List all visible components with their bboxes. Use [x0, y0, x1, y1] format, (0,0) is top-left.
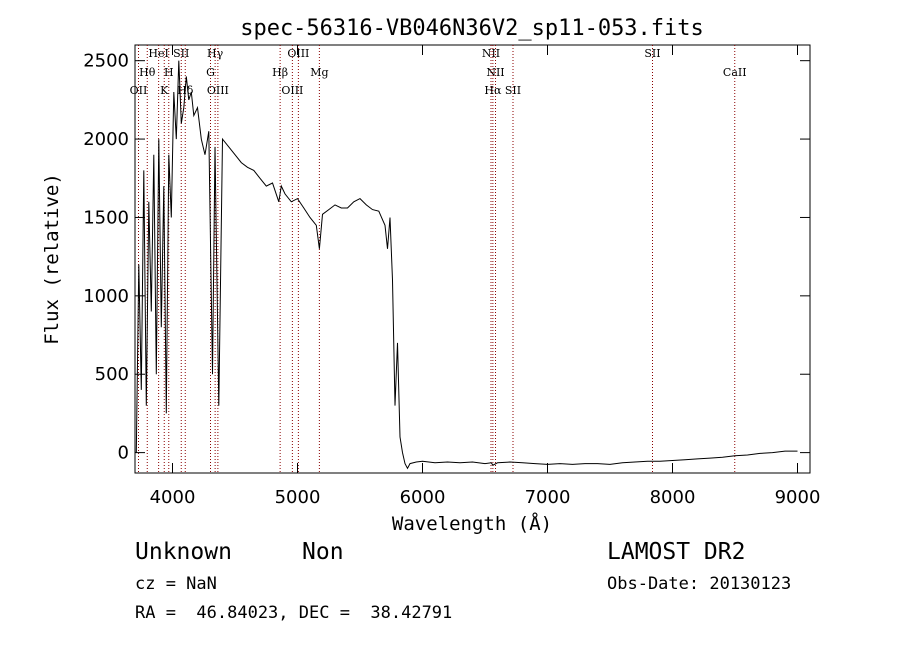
- y-tick-label: 2000: [83, 129, 129, 150]
- y-axis-label: Flux (relative): [41, 173, 63, 345]
- y-tick-label: 0: [118, 443, 129, 464]
- coordinates: RA = 46.84023, DEC = 38.42791: [135, 603, 453, 623]
- y-tick-label: 1000: [83, 286, 129, 307]
- plot-frame: [134, 44, 811, 474]
- y-tick-label: 1500: [83, 207, 129, 228]
- line-marker-label: OII: [130, 84, 148, 97]
- line-marker-label: CaII: [723, 66, 747, 79]
- x-tick-label: 4000: [150, 487, 196, 508]
- line-marker-label: Hα: [484, 84, 502, 97]
- x-axis-label: Wavelength (Å): [392, 512, 552, 535]
- x-tick-label: 9000: [775, 487, 821, 508]
- line-marker-label: NII: [486, 66, 504, 79]
- line-marker-label: Hγ: [207, 47, 224, 60]
- line-marker-label: Hβ: [272, 66, 288, 79]
- spectrum-line: [135, 60, 798, 470]
- line-marker-label: Hθ: [139, 66, 156, 79]
- x-tick-label: 8000: [650, 487, 696, 508]
- line-marker-label: H: [164, 66, 174, 79]
- axis-ticks: 4000 5000 6000 7000 8000 9000 0 500 1000 1500 2000…: [83, 45, 820, 508]
- y-tick-label: 2500: [83, 51, 129, 72]
- line-marker-label: SII: [173, 47, 189, 60]
- x-tick-label: 7000: [525, 487, 571, 508]
- line-marker-label: OIII: [207, 84, 229, 97]
- chart-title: spec-56316-VB046N36V2_sp11-053.fits: [240, 16, 704, 41]
- y-tick-label: 500: [95, 364, 129, 385]
- line-marker-label: SII: [644, 47, 660, 60]
- x-tick-label: 5000: [275, 487, 321, 508]
- object-class: Unknown: [135, 539, 232, 565]
- spectrum-series: [135, 60, 798, 470]
- survey-name: LAMOST DR2: [607, 539, 746, 565]
- redshift-value: cz = NaN: [135, 574, 217, 594]
- line-marker-label: OIII: [281, 84, 303, 97]
- line-marker-label: G: [206, 66, 215, 79]
- line-marker-label: NII: [482, 47, 500, 60]
- line-marker-label: K: [160, 84, 169, 97]
- line-marker-label: SII: [505, 84, 521, 97]
- line-marker-label: HeI: [148, 47, 168, 60]
- line-marker-label: OIII: [287, 47, 309, 60]
- observation-date: Obs-Date: 20130123: [607, 574, 792, 594]
- x-tick-label: 6000: [400, 487, 446, 508]
- object-subclass: Non: [302, 539, 344, 565]
- line-marker-label: Mg: [310, 66, 328, 79]
